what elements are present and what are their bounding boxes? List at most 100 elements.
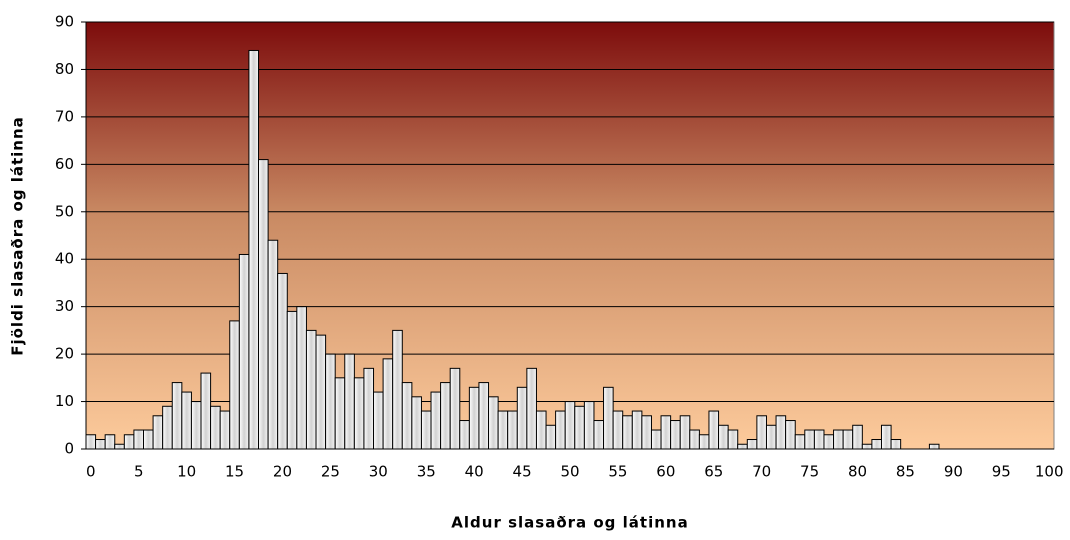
x-tick-label: 10 [177, 463, 196, 481]
bar [238, 253, 250, 450]
bar [430, 391, 442, 450]
bar [545, 424, 557, 450]
bar [143, 429, 154, 450]
bar [775, 415, 787, 450]
bar [708, 410, 720, 450]
bar [258, 159, 269, 450]
x-tick-label: 55 [608, 463, 627, 481]
bar [219, 410, 231, 450]
x-tick-label: 70 [752, 463, 771, 481]
bar [746, 439, 758, 450]
bar [833, 429, 844, 450]
bar [382, 358, 394, 450]
x-tick-label: 75 [800, 463, 819, 481]
y-axis-title: Fjöldi slasaðra og látinna [9, 116, 27, 356]
bar [267, 239, 279, 450]
x-tick-label: 5 [134, 463, 144, 481]
bar [277, 272, 288, 450]
x-tick-label: 65 [704, 463, 723, 481]
bar [353, 377, 365, 450]
bar [420, 410, 432, 450]
bar [440, 382, 451, 450]
bar [468, 386, 480, 450]
bar [315, 334, 327, 450]
bar [574, 405, 585, 450]
x-tick-label: 15 [225, 463, 244, 481]
bar [305, 329, 317, 450]
bar [162, 405, 173, 450]
y-tick-label: 20 [55, 345, 74, 363]
bar [344, 353, 355, 450]
bar [698, 434, 710, 450]
bar [650, 429, 662, 450]
x-tick-label: 85 [896, 463, 915, 481]
y-tick-label: 80 [55, 60, 74, 78]
y-tick-label: 90 [55, 13, 74, 31]
x-tick-label: 95 [992, 463, 1011, 481]
bar [641, 415, 652, 450]
bar [785, 420, 796, 450]
bar [133, 429, 145, 450]
x-tick-label: 20 [273, 463, 292, 481]
bar [488, 396, 499, 450]
bar [880, 424, 892, 450]
x-tick-label: 30 [369, 463, 388, 481]
bar [286, 310, 298, 450]
bar [497, 410, 509, 450]
bar [756, 415, 767, 450]
bar [737, 443, 748, 450]
bar [593, 420, 605, 450]
bar [670, 420, 681, 450]
bar [535, 410, 547, 450]
bar [123, 434, 135, 450]
x-tick-label: 80 [848, 463, 867, 481]
bar [813, 429, 825, 450]
bar [200, 372, 212, 450]
bar [449, 367, 461, 450]
bar [660, 415, 672, 450]
y-tick-label: 50 [55, 202, 74, 220]
x-tick-label: 60 [656, 463, 675, 481]
bar [229, 320, 240, 450]
bar [181, 391, 192, 450]
bar [114, 443, 125, 450]
bar [296, 306, 307, 450]
bar [459, 420, 470, 450]
bar [871, 439, 882, 450]
bar [248, 49, 260, 450]
y-tick-label: 60 [55, 155, 74, 173]
bar [718, 424, 729, 450]
bar [890, 439, 902, 450]
bar [401, 382, 413, 450]
bar [411, 396, 422, 450]
y-tick-label: 40 [55, 250, 74, 268]
bar [555, 410, 566, 450]
bar [852, 424, 863, 450]
bar [631, 410, 643, 450]
bar [583, 401, 595, 450]
bar [210, 405, 221, 450]
bar [689, 429, 700, 450]
bar [861, 443, 873, 450]
y-tick-label: 0 [64, 440, 74, 458]
bar [823, 434, 835, 450]
bar [171, 382, 183, 450]
y-tick-label: 70 [55, 107, 74, 125]
bar [373, 391, 384, 450]
x-tick-label: 45 [513, 463, 532, 481]
bar [152, 415, 164, 450]
bar [727, 429, 739, 450]
x-tick-label: 90 [944, 463, 963, 481]
bar [612, 410, 624, 450]
bar [507, 410, 518, 450]
x-tick-label: 100 [1035, 463, 1064, 481]
bar [516, 386, 528, 450]
bar [928, 443, 940, 450]
bar [679, 415, 691, 450]
bar [363, 367, 375, 450]
bar [85, 434, 97, 450]
bar [765, 424, 777, 450]
bar [325, 353, 336, 450]
bar [190, 401, 202, 450]
x-axis-title: Aldur slasaðra og látinna [451, 514, 688, 532]
